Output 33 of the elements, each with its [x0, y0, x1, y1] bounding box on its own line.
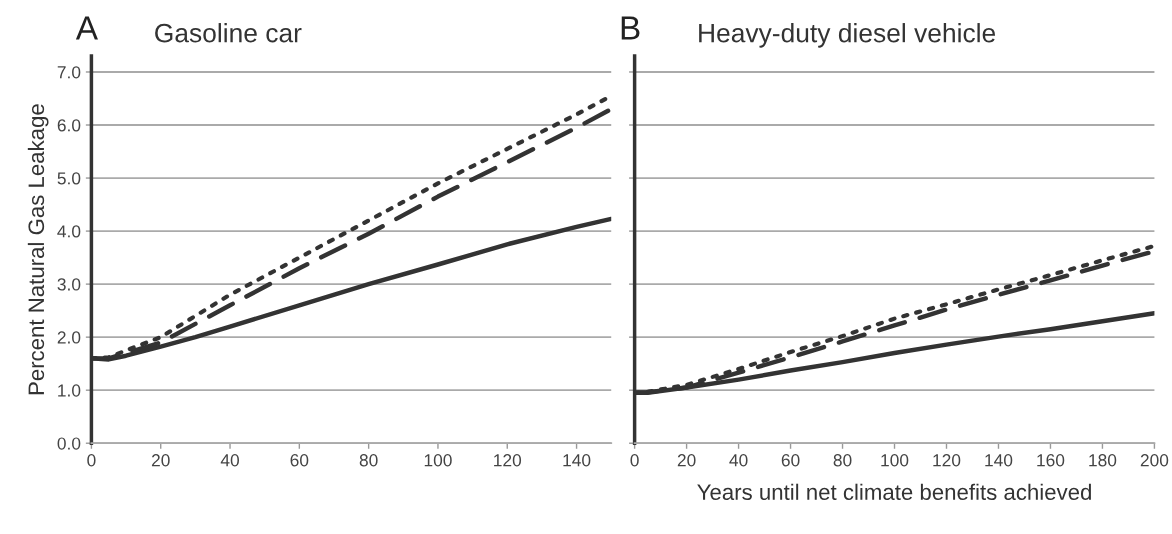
y-axis-title: Percent Natural Gas Leakage — [27, 104, 49, 395]
x-tick-label: 20 — [151, 454, 170, 467]
y-tick-label: 3.0 — [57, 278, 81, 291]
y-tick-label: 1.0 — [58, 384, 81, 397]
chart-title: Heavy-duty diesel vehicle — [699, 23, 996, 48]
x-tick-label: 0 — [87, 454, 96, 467]
x-tick-label: 160 — [1037, 454, 1065, 467]
x-tick-label: 100 — [424, 454, 452, 467]
y-tick-label: 2.0 — [57, 331, 81, 344]
x-tick-label: 140 — [985, 454, 1013, 467]
text: B — [621, 16, 640, 40]
x-tick-label: 80 — [359, 454, 378, 467]
x-tick-label: 40 — [729, 454, 748, 467]
y-tick-label: 5.0 — [57, 172, 81, 185]
y-tick-label: 7.0 — [57, 66, 81, 79]
x-tick-label: 120 — [933, 454, 961, 467]
x-tick-label: 120 — [494, 454, 522, 467]
x-tick-label: 200 — [1140, 454, 1169, 467]
x-tick-label: 40 — [220, 454, 240, 467]
y-tick-label: 4.0 — [57, 225, 81, 238]
x-tick-label: 0 — [630, 454, 639, 467]
x-tick-label: 140 — [563, 454, 591, 467]
x-tick-label: 20 — [677, 454, 696, 467]
y-tick-label: 0.0 — [57, 437, 81, 450]
x-tick-label: 80 — [833, 454, 852, 467]
x-axis-title: Years until net climate benefits achieved — [697, 483, 1091, 501]
x-tick-label: 100 — [881, 454, 909, 467]
x-tick-label: 60 — [290, 454, 309, 467]
x-tick-label: 60 — [781, 454, 800, 467]
x-tick-label: 180 — [1089, 454, 1117, 467]
y-tick-label: 6.0 — [57, 119, 81, 132]
chart-title: Gasoline car — [155, 23, 302, 43]
text: A — [75, 16, 98, 40]
